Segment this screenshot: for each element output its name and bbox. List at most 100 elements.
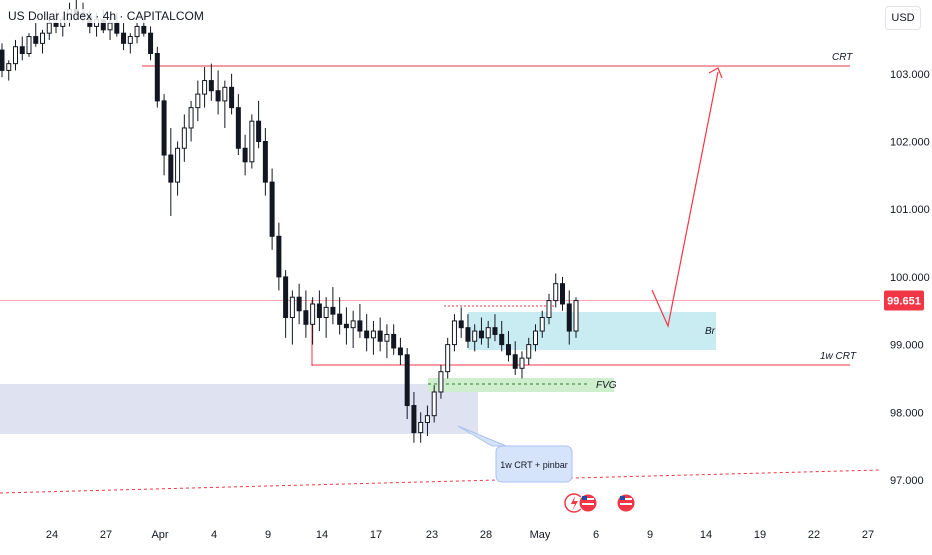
price-tick-label: 100.000 (890, 272, 930, 284)
candle (141, 25, 147, 34)
candle (269, 181, 275, 237)
time-tick-label: 24 (46, 529, 58, 541)
projection-arrow-head (708, 67, 723, 79)
candle (512, 354, 518, 369)
candle (303, 310, 309, 325)
candle (195, 93, 201, 109)
projection-arrow-path (651, 71, 719, 328)
candle (222, 86, 228, 102)
flag-canton (582, 496, 587, 500)
candle (202, 80, 208, 95)
candle (343, 323, 349, 329)
candle (546, 300, 552, 319)
candle (397, 347, 403, 356)
candle (175, 147, 181, 183)
candle (188, 107, 194, 129)
candle (114, 22, 120, 34)
candle (235, 107, 241, 149)
candle (215, 90, 221, 102)
candle (485, 327, 491, 339)
candle (424, 415, 430, 423)
candle (478, 330, 484, 339)
candle (519, 357, 525, 369)
candle (33, 36, 39, 44)
current-price-badge (884, 290, 924, 311)
candle (384, 333, 390, 342)
candle (19, 46, 25, 54)
candle (289, 296, 295, 319)
price-tick-label: 102.000 (890, 137, 930, 149)
candle (364, 330, 370, 339)
flag-stripe (620, 498, 632, 500)
candle (559, 283, 565, 305)
time-tick-label: 22 (808, 529, 820, 541)
flag-stripe (582, 503, 594, 505)
candle (553, 283, 559, 302)
callout-text: 1w CRT + pinbar (500, 460, 567, 470)
fvg-label: FVG (596, 380, 617, 391)
candle (283, 276, 289, 319)
time-tick-label: 17 (370, 529, 382, 541)
crt-label: CRT (832, 52, 853, 63)
candle (411, 405, 417, 434)
candle (6, 63, 12, 71)
trendline-dashed (0, 469, 881, 494)
flag-stripe (620, 503, 632, 505)
candle (316, 303, 322, 319)
candle (256, 120, 262, 143)
currency-button[interactable]: USD (885, 6, 921, 30)
candle (492, 327, 498, 335)
candle (121, 32, 127, 44)
candle (127, 36, 133, 44)
candle (40, 32, 46, 44)
candle (154, 52, 160, 102)
time-tick-label: May (530, 529, 551, 541)
candle (445, 344, 451, 373)
candle (276, 235, 282, 278)
chart-title: US Dollar Index · 4h · CAPITALCOM (6, 9, 206, 23)
candle (310, 303, 316, 325)
candle (418, 421, 424, 434)
candle (134, 25, 140, 38)
time-tick-label: 28 (480, 529, 492, 541)
candles-group (0, 0, 579, 443)
demand-zone (0, 384, 478, 434)
br-label: Br (705, 326, 716, 337)
time-tick-label: 14 (316, 529, 328, 541)
candle (350, 320, 356, 329)
br-zone (468, 312, 716, 350)
time-tick-label: Apr (151, 529, 168, 541)
candle (532, 330, 538, 346)
candle (181, 127, 187, 149)
candle (451, 320, 457, 346)
candle (242, 147, 248, 163)
candle (458, 320, 464, 329)
candle (0, 49, 5, 71)
price-tick-label: 101.000 (890, 204, 930, 216)
candle (46, 22, 52, 34)
candle (505, 344, 511, 356)
candle (472, 330, 478, 342)
time-tick-label: 23 (426, 529, 438, 541)
candle (370, 330, 376, 339)
time-tick-label: 14 (700, 529, 712, 541)
time-tick-label: 9 (265, 529, 271, 541)
candle (566, 303, 572, 332)
time-tick-label: 19 (754, 529, 766, 541)
candle (377, 330, 383, 342)
time-tick-label: 4 (211, 529, 217, 541)
callout-box (495, 445, 573, 483)
candle (161, 100, 167, 156)
callout-pointer (457, 425, 507, 447)
candle (573, 300, 579, 332)
candle (53, 22, 59, 27)
candle (391, 333, 397, 349)
price-tick-label: 99.000 (890, 340, 924, 352)
candle (323, 306, 329, 319)
price-tick-label: 97.000 (890, 475, 924, 487)
candle (337, 313, 343, 325)
candle (208, 80, 214, 92)
candle (229, 86, 235, 109)
